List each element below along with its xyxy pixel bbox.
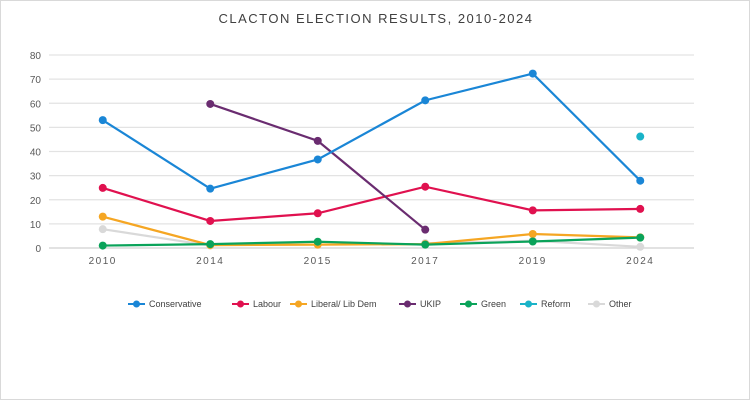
data-point [421, 182, 430, 191]
data-point [636, 176, 645, 185]
y-tick-label: 70 [30, 75, 42, 86]
x-tick-label: 2019 [519, 256, 547, 267]
x-tick-label: 2010 [89, 256, 117, 267]
data-point [98, 212, 107, 221]
legend-label: Labour [253, 299, 281, 309]
series-line [102, 72, 642, 190]
legend-marker [295, 300, 302, 308]
y-tick-label: 30 [30, 172, 42, 183]
legend-marker [465, 300, 472, 308]
data-point [421, 96, 430, 105]
legend-label: Conservative [149, 299, 202, 309]
x-tick-label: 2015 [304, 256, 332, 267]
legend-label: Green [481, 299, 506, 309]
data-point [313, 209, 322, 218]
y-tick-label: 60 [30, 99, 42, 110]
data-point [206, 216, 215, 225]
data-point [528, 237, 537, 246]
legend-marker [133, 300, 140, 308]
x-tick-label: 2024 [626, 256, 654, 267]
data-point [98, 225, 107, 234]
legend-label: Liberal/ Lib Dem [311, 299, 377, 309]
series-line [102, 185, 641, 223]
x-tick-label: 2014 [196, 256, 224, 267]
legend-label: Reform [541, 299, 571, 309]
legend-marker [593, 300, 600, 308]
data-point [421, 240, 430, 249]
data-point [206, 99, 215, 108]
data-point [636, 132, 645, 141]
data-point [528, 206, 537, 215]
y-tick-label: 50 [30, 123, 42, 134]
data-point [206, 184, 215, 193]
data-point [206, 240, 215, 249]
data-point [313, 237, 322, 246]
data-point [636, 233, 645, 242]
data-point [636, 204, 645, 213]
legend-marker [404, 300, 411, 308]
y-tick-label: 40 [30, 148, 42, 159]
y-tick-label: 80 [30, 51, 42, 62]
series-line [102, 215, 641, 247]
data-point [528, 69, 537, 78]
legend-label: Other [609, 299, 632, 309]
series-line [102, 228, 211, 247]
data-point [98, 183, 107, 192]
legend-marker [525, 300, 532, 308]
data-point [313, 155, 322, 164]
x-tick-label: 2017 [411, 256, 439, 267]
y-tick-label: 10 [30, 220, 42, 231]
chart-title: CLACTON ELECTION RESULTS, 2010-2024 [218, 11, 534, 26]
data-point [421, 225, 430, 234]
series-line [102, 236, 641, 247]
data-point [98, 116, 107, 125]
data-point [528, 230, 537, 239]
legend-marker [237, 300, 244, 308]
data-point [636, 242, 645, 251]
y-tick-label: 0 [35, 244, 41, 255]
data-point [313, 136, 322, 145]
y-tick-label: 20 [30, 196, 42, 207]
legend-label: UKIP [420, 299, 441, 309]
data-point [98, 241, 107, 250]
